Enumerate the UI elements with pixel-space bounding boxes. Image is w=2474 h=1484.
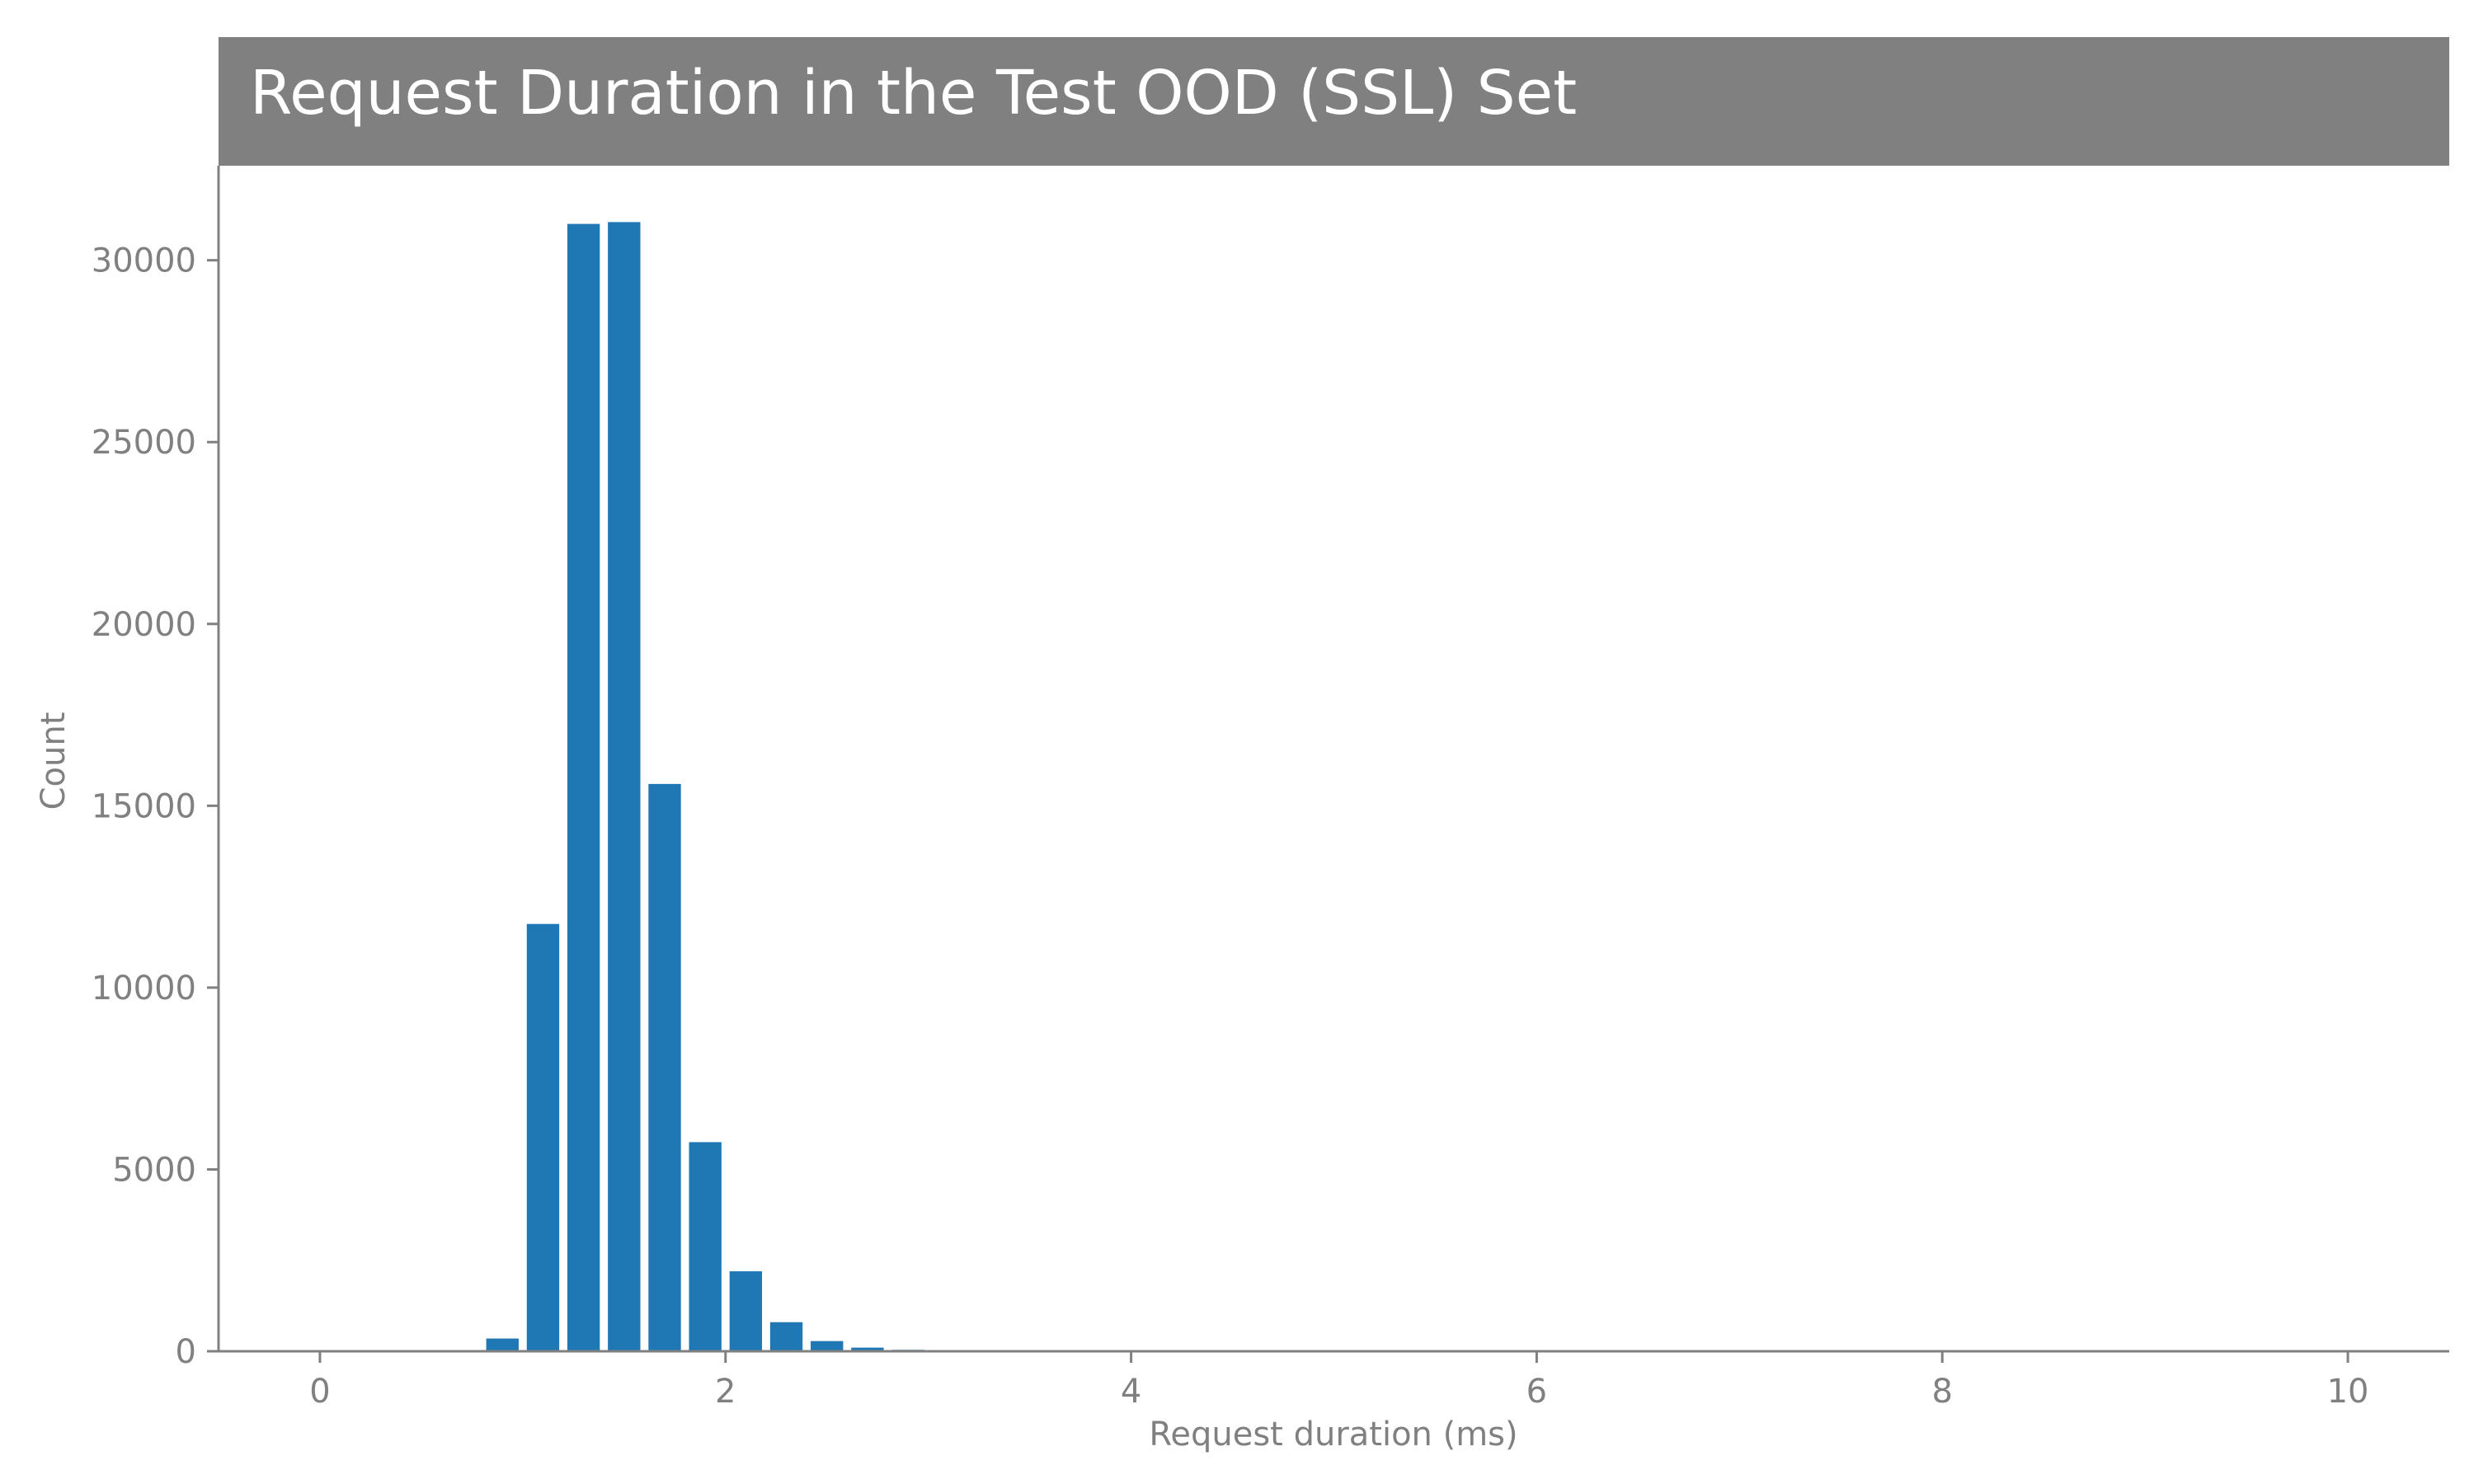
histogram-bar-0 bbox=[486, 1338, 519, 1351]
histogram-bar-1 bbox=[526, 923, 560, 1351]
x-tick-label: 8 bbox=[1932, 1373, 1953, 1411]
histogram-bar-8 bbox=[811, 1341, 844, 1351]
histogram-bar-7 bbox=[769, 1322, 803, 1351]
y-tick-label: 15000 bbox=[92, 787, 196, 825]
y-tick-label: 5000 bbox=[112, 1151, 196, 1189]
x-axis-label: Request duration (ms) bbox=[1149, 1416, 1517, 1453]
x-tick-label: 0 bbox=[309, 1373, 330, 1411]
x-tick-label: 4 bbox=[1121, 1373, 1141, 1411]
y-ticks-group: 0 5000 10000 15000 20000 25000 30000 bbox=[92, 242, 219, 1371]
histogram-bar-5 bbox=[689, 1142, 722, 1351]
histogram-bar-4 bbox=[648, 783, 681, 1351]
y-tick-label: 20000 bbox=[92, 606, 196, 644]
y-tick-label: 30000 bbox=[92, 242, 196, 280]
y-tick-label: 10000 bbox=[92, 970, 196, 1007]
x-ticks-group: 0 2 4 6 8 10 bbox=[309, 1351, 2368, 1411]
x-tick-label: 2 bbox=[715, 1373, 736, 1411]
y-tick-label: 0 bbox=[176, 1333, 196, 1371]
y-axis-label: Count bbox=[35, 712, 73, 810]
x-tick-label: 10 bbox=[2327, 1373, 2369, 1411]
histogram-bar-2 bbox=[567, 223, 600, 1352]
bars-group bbox=[486, 222, 965, 1352]
histogram-bar-6 bbox=[729, 1270, 763, 1351]
title-banner bbox=[219, 37, 2449, 166]
histogram-bar-9 bbox=[851, 1347, 884, 1351]
chart-title: Request Duration in the Test OOD (SSL) S… bbox=[250, 58, 1577, 129]
x-tick-label: 6 bbox=[1526, 1373, 1547, 1411]
histogram-bar-3 bbox=[608, 222, 641, 1351]
y-tick-label: 25000 bbox=[92, 424, 196, 462]
